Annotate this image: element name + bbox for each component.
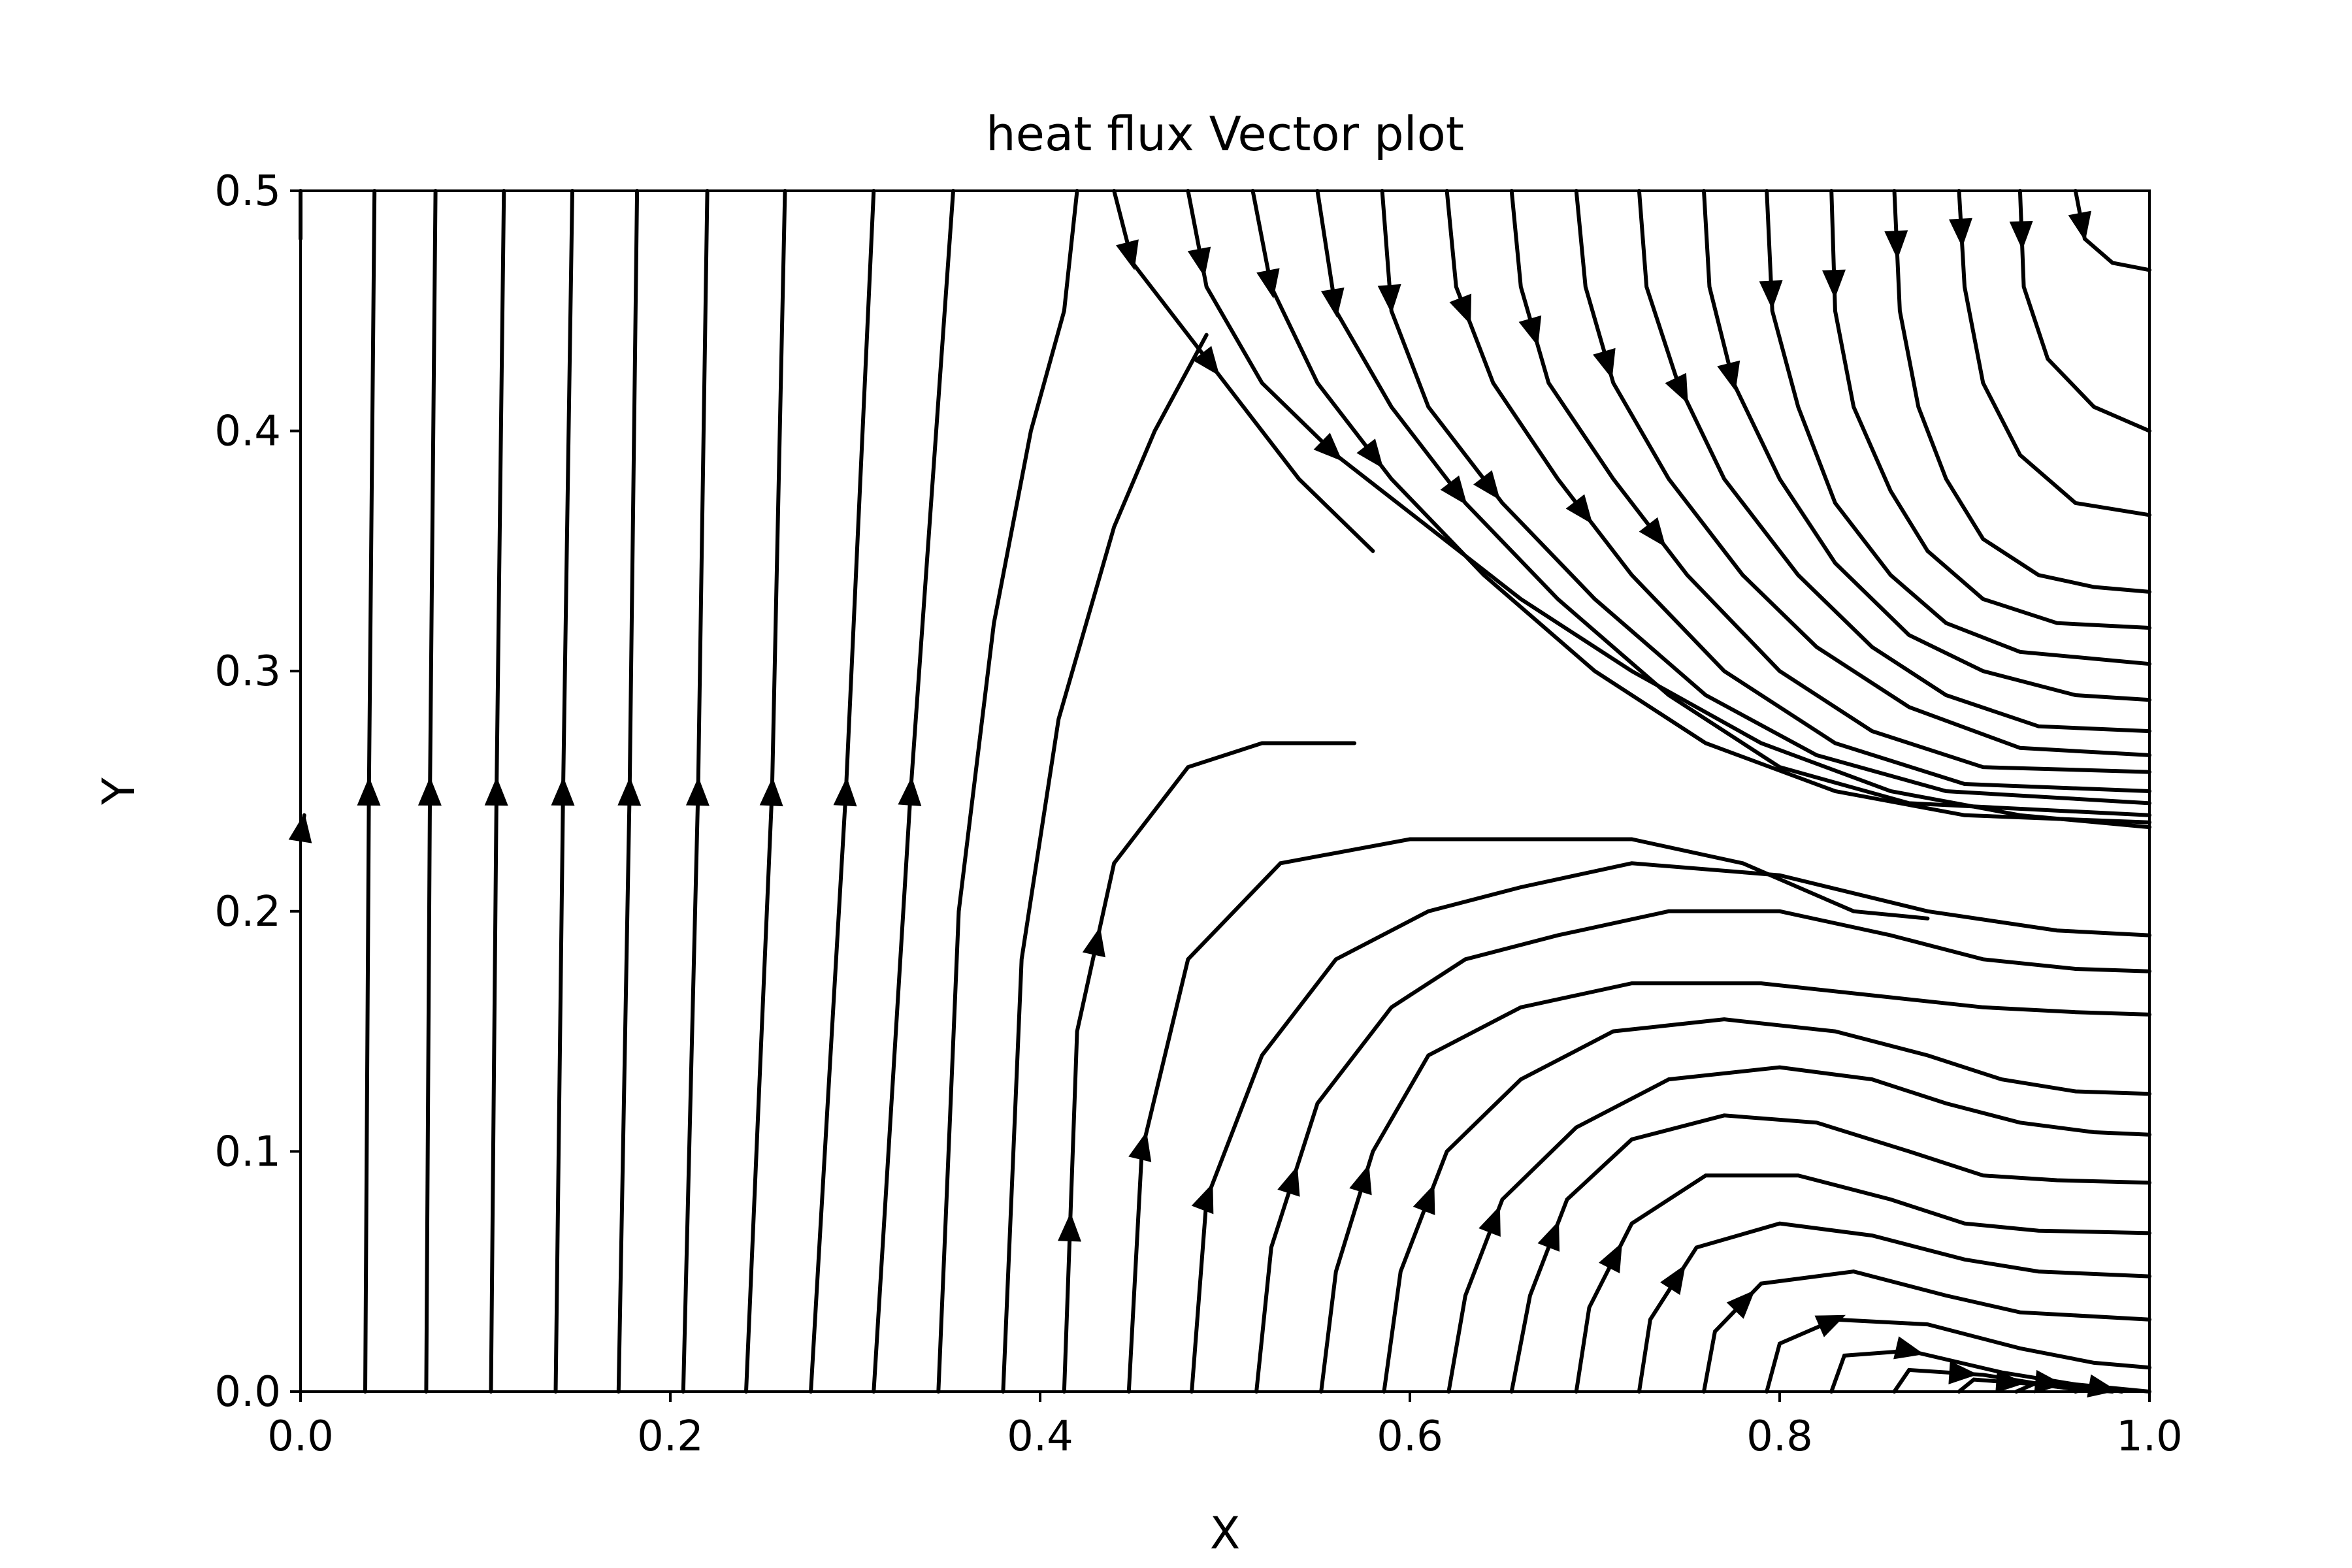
x-tick-label: 0.2 bbox=[637, 1413, 704, 1461]
streamline bbox=[1112, 189, 1375, 553]
streamline-arrow bbox=[1893, 1336, 1925, 1360]
streamline-arrow bbox=[1884, 230, 1908, 260]
streamline-arrow bbox=[1518, 315, 1542, 347]
x-tick-label: 0.6 bbox=[1377, 1413, 1443, 1461]
streamline-arrow bbox=[357, 776, 381, 806]
streamline-arrow bbox=[1440, 475, 1467, 506]
streamline-arrow bbox=[1413, 1184, 1435, 1215]
streamline-arrow bbox=[1192, 346, 1220, 376]
streamline bbox=[936, 189, 1079, 1394]
x-tick-label: 0.0 bbox=[267, 1413, 334, 1461]
streamline-arrow bbox=[1187, 246, 1211, 278]
y-tick-label: 0.0 bbox=[214, 1368, 281, 1416]
streamline-arrow bbox=[1256, 268, 1280, 299]
streamline-arrow bbox=[1759, 280, 1783, 310]
y-tick-label: 0.5 bbox=[214, 167, 281, 216]
streamline bbox=[1315, 189, 2151, 817]
streamline-arrow bbox=[1313, 433, 1343, 461]
streamline-arrow bbox=[484, 776, 508, 806]
streamline bbox=[1126, 837, 1930, 1394]
chart-title: heat flux Vector plot bbox=[986, 106, 1464, 161]
streamline-arrow bbox=[1377, 284, 1401, 314]
streamline bbox=[744, 189, 787, 1394]
streamline bbox=[1445, 189, 2151, 793]
streamline bbox=[1765, 189, 2151, 666]
streamline bbox=[1765, 1317, 2151, 1394]
streamline bbox=[1190, 861, 2151, 1394]
streamline-arrow bbox=[1814, 1315, 1846, 1337]
streamline bbox=[1957, 189, 2151, 517]
streamline-arrow bbox=[1639, 517, 1666, 547]
streamline bbox=[1254, 909, 2151, 1394]
streamline bbox=[1509, 1113, 2151, 1394]
streamline-arrow bbox=[2068, 210, 2092, 242]
x-axis-label: X bbox=[1210, 1508, 1241, 1560]
streamline-arrow bbox=[1082, 926, 1105, 958]
y-axis-label: Y bbox=[93, 777, 145, 806]
streamline-arrow bbox=[1349, 1164, 1372, 1196]
y-axis: 0.0 0.1 0.2 0.3 0.4 0.5 bbox=[214, 167, 301, 1416]
streamline bbox=[1637, 1221, 2151, 1394]
y-tick-label: 0.4 bbox=[214, 408, 281, 456]
streamline-arrow bbox=[833, 777, 857, 807]
streamline-arrow bbox=[1356, 438, 1384, 469]
x-tick-label: 0.4 bbox=[1007, 1413, 1073, 1461]
streamline-arrow bbox=[2009, 220, 2033, 250]
y-tick-label: 0.1 bbox=[214, 1128, 281, 1176]
streamline bbox=[1829, 1348, 2151, 1394]
y-tick-label: 0.3 bbox=[214, 647, 281, 696]
streamline-arrow bbox=[1995, 1369, 2025, 1394]
streamline-arrow bbox=[759, 777, 783, 807]
streamline-arrow bbox=[1320, 287, 1345, 318]
streamline-arrow bbox=[685, 777, 710, 806]
streamline-arrow bbox=[1599, 1242, 1622, 1274]
streamline bbox=[1637, 189, 2151, 734]
streamline bbox=[1001, 333, 1209, 1394]
streamline-arrow bbox=[1949, 218, 1972, 248]
x-axis: 0.0 0.2 0.4 0.6 0.8 1.0 bbox=[267, 1392, 2183, 1461]
y-tick-label: 0.2 bbox=[214, 888, 281, 936]
streamline-arrow bbox=[1473, 470, 1501, 500]
x-tick-label: 0.8 bbox=[1746, 1413, 1813, 1461]
streamline-arrow bbox=[1449, 293, 1472, 325]
streamline-arrow bbox=[1565, 494, 1593, 525]
streamline-arrow bbox=[1726, 1290, 1756, 1319]
streamline-arrow bbox=[1821, 269, 1846, 299]
streamline bbox=[2017, 189, 2151, 433]
streamline-arrow bbox=[1593, 348, 1616, 380]
streamline-arrow bbox=[617, 777, 642, 806]
streamlines-group bbox=[288, 189, 2151, 1398]
streamline bbox=[1062, 741, 1357, 1394]
streamline-arrow bbox=[1116, 239, 1139, 270]
streamline-arrow bbox=[1537, 1220, 1560, 1252]
streamline-arrow bbox=[2087, 1374, 2117, 1398]
streamline-arrow bbox=[1128, 1131, 1152, 1162]
streamline-arrow bbox=[1660, 1264, 1686, 1296]
streamline-arrow bbox=[417, 776, 442, 806]
x-tick-label: 1.0 bbox=[2116, 1413, 2183, 1461]
streamline-arrow bbox=[1277, 1166, 1300, 1197]
streamline bbox=[1380, 189, 2151, 806]
streamline-arrow bbox=[898, 776, 922, 806]
streamline bbox=[1892, 189, 2151, 594]
streamline-arrow bbox=[1478, 1205, 1501, 1237]
streamline bbox=[1186, 189, 2151, 830]
streamline bbox=[1702, 1269, 2151, 1394]
streamline-arrow bbox=[1058, 1212, 1082, 1242]
streamline-arrow bbox=[1191, 1183, 1214, 1215]
streamline-arrow bbox=[551, 776, 575, 806]
streamline-arrow bbox=[1665, 372, 1688, 404]
streamline bbox=[1829, 189, 2151, 630]
streamline bbox=[1702, 189, 2151, 702]
streamline bbox=[1574, 189, 2151, 757]
streamline bbox=[1574, 1173, 2151, 1394]
plot-frame bbox=[299, 189, 2151, 1393]
streamline bbox=[1250, 189, 2151, 825]
streamline bbox=[1319, 981, 2151, 1394]
streamline-arrow bbox=[1717, 360, 1740, 391]
streamline-arrow bbox=[1948, 1360, 1978, 1384]
streamline-arrow bbox=[2034, 1369, 2065, 1394]
